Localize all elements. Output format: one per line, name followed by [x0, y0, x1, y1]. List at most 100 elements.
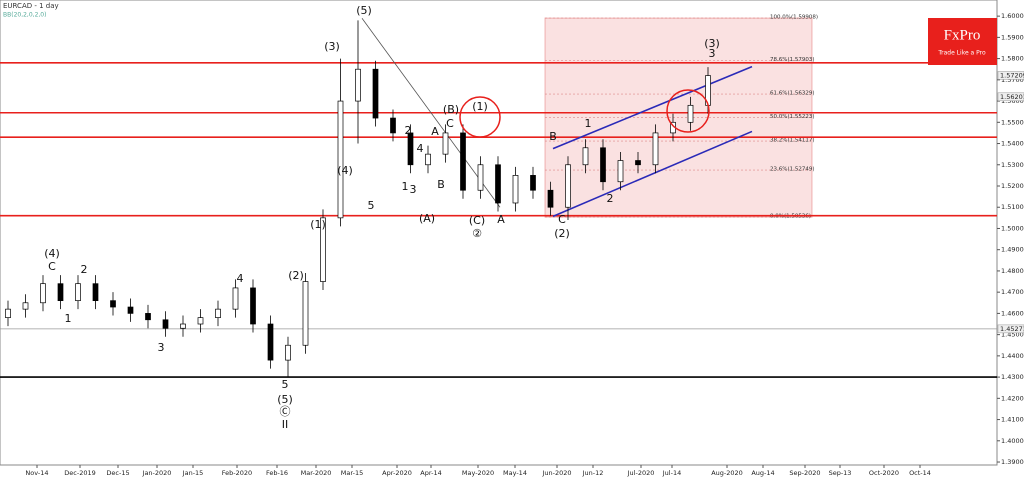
wave-label: C — [558, 213, 566, 226]
x-tick-label: Jan-2020 — [142, 469, 172, 477]
candle-body — [22, 302, 29, 310]
y-tick-label: 1.54000 — [1001, 140, 1024, 148]
candle-body — [5, 308, 11, 318]
y-tick-label: 1.52000 — [1001, 182, 1024, 190]
y-tick-label: 1.47000 — [1001, 288, 1024, 296]
wave-label: ② — [472, 227, 482, 240]
candle-body — [547, 189, 554, 208]
wave-label: (C) — [469, 214, 485, 227]
y-tick-label: 1.51000 — [1001, 203, 1024, 211]
x-tick-label: Apr-14 — [420, 469, 441, 477]
x-tick-label: Mar-2020 — [301, 469, 332, 477]
y-tick-label: 1.59000 — [1001, 33, 1024, 41]
candle-body — [390, 117, 396, 134]
candle-body — [425, 153, 431, 166]
wave-label: (1) — [310, 218, 326, 231]
candle-body — [180, 323, 186, 329]
x-tick-label: Nov-14 — [25, 469, 48, 477]
channel-line — [552, 130, 753, 218]
wave-label: 3 — [410, 183, 417, 196]
wave-label: 3 — [709, 47, 716, 60]
wave-label: (2) — [288, 269, 304, 282]
trendline — [361, 18, 501, 208]
wave-label: C — [48, 260, 56, 273]
price-tag-label: 1.45271 — [1000, 325, 1024, 333]
wave-label: 1 — [65, 312, 72, 325]
y-tick-label: 1.40000 — [1001, 437, 1024, 445]
x-tick-label: May-2020 — [462, 469, 494, 477]
wave-label: 2 — [81, 263, 88, 276]
wave-label: (B) — [443, 103, 459, 116]
candle-body — [687, 104, 694, 123]
wave-label: (3) — [704, 37, 720, 50]
wave-label: 5 — [282, 378, 289, 391]
x-tick-label: Feb-16 — [266, 469, 288, 477]
y-tick-label: 1.57000 — [1001, 76, 1024, 84]
wave-label: 4 — [417, 142, 424, 155]
wave-label: A — [431, 125, 439, 138]
wave-label: 2 — [405, 124, 412, 137]
candle-body — [355, 68, 361, 102]
x-tick-label: Apr-2020 — [382, 469, 412, 477]
wave-label: B — [437, 178, 445, 191]
fib-label: 0.0%(1.50536) — [770, 214, 811, 220]
x-tick-label: Sep-13 — [829, 469, 852, 477]
wave-label: (A) — [419, 212, 435, 225]
x-tick-label: Aug-14 — [751, 469, 774, 477]
wave-label: 4 — [237, 272, 244, 285]
candle-body — [372, 68, 379, 119]
candle-body — [232, 287, 239, 310]
candle-body — [162, 319, 169, 329]
candle-body — [145, 313, 151, 321]
wave-label: (5) — [356, 4, 372, 17]
price-tag — [997, 71, 1024, 80]
logo-brand: FxPro — [944, 27, 981, 43]
plot-frame — [0, 0, 998, 466]
y-tick-label: 1.49000 — [1001, 246, 1024, 254]
wave-label: (3) — [324, 40, 340, 53]
y-tick-label: 1.44000 — [1001, 352, 1024, 360]
y-tick-label: 1.50000 — [1001, 224, 1024, 232]
wave-label: B — [549, 130, 557, 143]
candle-body — [127, 306, 134, 314]
x-tick-label: Sep-2020 — [789, 469, 820, 477]
candle-body — [215, 308, 221, 318]
candle-body — [75, 283, 81, 302]
x-tick-label: Oct-14 — [909, 469, 931, 477]
y-tick-label: 1.41000 — [1001, 416, 1024, 424]
y-tick-label: 1.55000 — [1001, 118, 1024, 126]
candle-body — [477, 164, 484, 191]
candle-body — [267, 323, 274, 361]
wave-label: (4) — [337, 164, 353, 177]
y-tick-label: 1.42000 — [1001, 394, 1024, 402]
candle-body — [600, 147, 606, 183]
y-tick-label: 1.58000 — [1001, 55, 1024, 63]
wave-label: (4) — [44, 247, 60, 260]
x-tick-label: Aug-2020 — [711, 469, 743, 477]
y-tick-label: 1.45000 — [1001, 331, 1024, 339]
wave-label: 5 — [368, 199, 375, 212]
candle-body — [617, 160, 624, 183]
x-tick-label: Jun-2020 — [541, 469, 571, 477]
wave-label: (2) — [554, 227, 570, 240]
wave-label: C — [446, 117, 454, 130]
candle-body — [302, 281, 309, 346]
candle-body — [320, 217, 326, 282]
wave-label: Ⓒ — [280, 405, 291, 418]
candle-body — [407, 132, 414, 166]
x-tick-label: Jun-12 — [582, 469, 604, 477]
candle-body — [250, 287, 256, 325]
fib-label: 61.6%(1.56329) — [770, 91, 815, 97]
candle-body — [635, 160, 641, 166]
x-tick-label: Feb-2020 — [222, 469, 252, 477]
fib-label: 50.0%(1.55223) — [770, 114, 815, 120]
price-tag-label: 1.57209 — [1000, 71, 1024, 79]
wave-label: II — [282, 418, 289, 431]
candle-body — [530, 175, 536, 191]
candle-body — [110, 300, 116, 308]
fib-label: 38.2%(1.54117) — [770, 138, 815, 144]
candle-body — [197, 317, 204, 325]
x-tick-label: Jul-14 — [662, 469, 681, 477]
